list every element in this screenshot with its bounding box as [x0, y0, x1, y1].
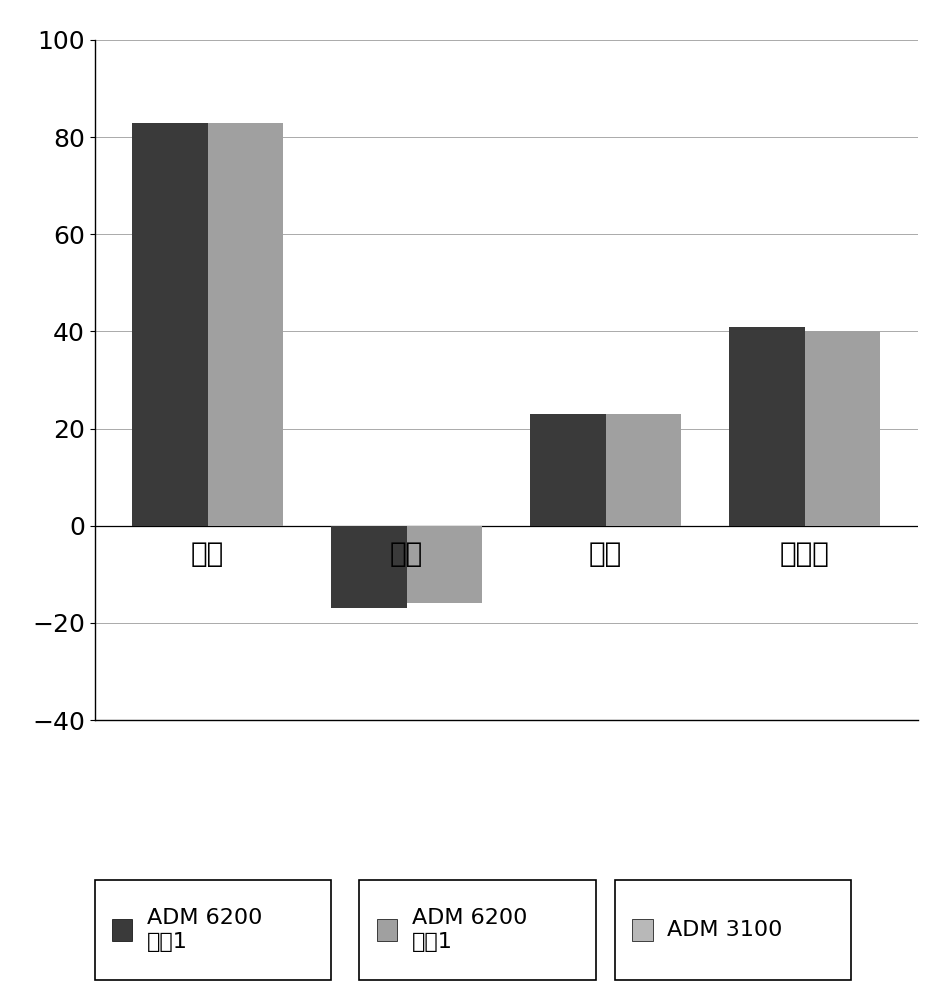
Bar	[605, 414, 681, 526]
Bar	[331, 526, 407, 608]
Bar	[407, 526, 482, 603]
Bar	[729, 327, 805, 526]
Bar	[132, 123, 207, 526]
Text: ADM 6200
试验1: ADM 6200 试验1	[147, 908, 262, 952]
Text: 光泽度: 光泽度	[780, 540, 830, 568]
Text: ADM 3100: ADM 3100	[667, 920, 782, 940]
Text: 绿色: 绿色	[390, 540, 423, 568]
Text: 亮度: 亮度	[191, 540, 224, 568]
Text: ADM 6200
试验1: ADM 6200 试验1	[412, 908, 527, 952]
Bar	[207, 123, 283, 526]
Bar	[805, 331, 880, 526]
Text: 黄色: 黄色	[589, 540, 622, 568]
Bar	[530, 414, 605, 526]
